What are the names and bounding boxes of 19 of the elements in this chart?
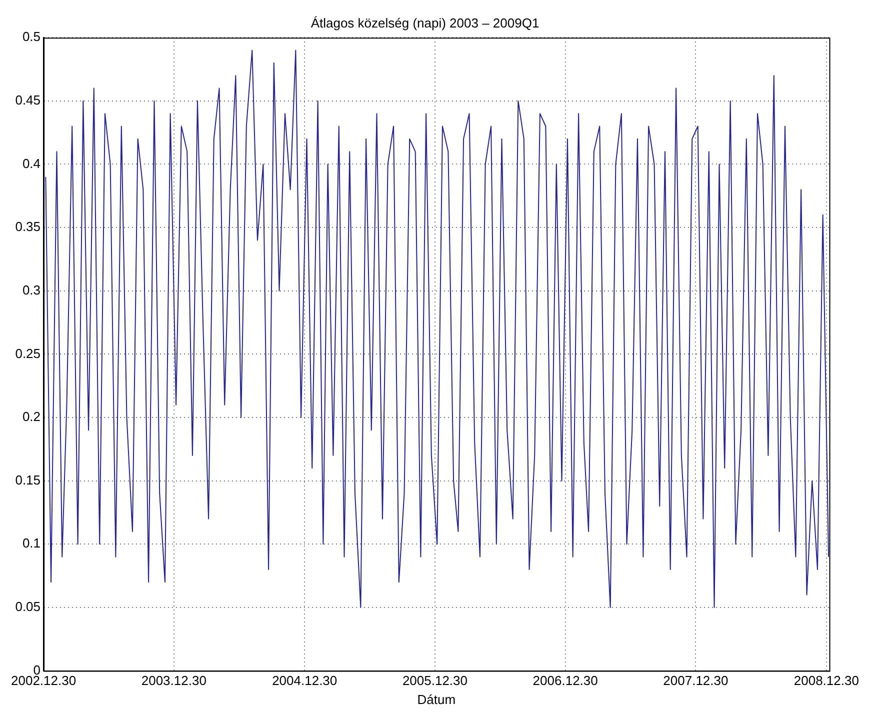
y-tick-label: 0.3 — [22, 282, 41, 298]
y-tick-label: 0.45 — [15, 92, 41, 108]
x-tick-label: 2003.12.30 — [141, 673, 206, 688]
x-tick-label: 2004.12.30 — [272, 673, 338, 688]
x-tick-label: 2005.12.30 — [402, 673, 468, 688]
y-tick-label: 0.1 — [22, 536, 41, 551]
y-tick-label: 0.05 — [15, 599, 41, 614]
y-tick-label: 0.25 — [15, 346, 41, 361]
x-tick-label: 2006.12.30 — [532, 673, 598, 688]
x-tick-label: 2008.12.30 — [794, 673, 859, 688]
y-tick-label: 0.2 — [22, 409, 41, 424]
y-tick-label: 0.35 — [15, 219, 41, 234]
y-tick-label: 0.4 — [22, 156, 41, 171]
chart-title: Átlagos közelség (napi) 2003 – 2009Q1 — [310, 15, 540, 30]
y-tick-label: 0.5 — [22, 29, 41, 44]
y-tick-label: 0 — [33, 662, 41, 678]
x-axis-title: Dátum — [417, 692, 456, 707]
y-tick-label: 0.15 — [15, 472, 41, 488]
x-tick-label: 2007.12.30 — [663, 673, 728, 688]
